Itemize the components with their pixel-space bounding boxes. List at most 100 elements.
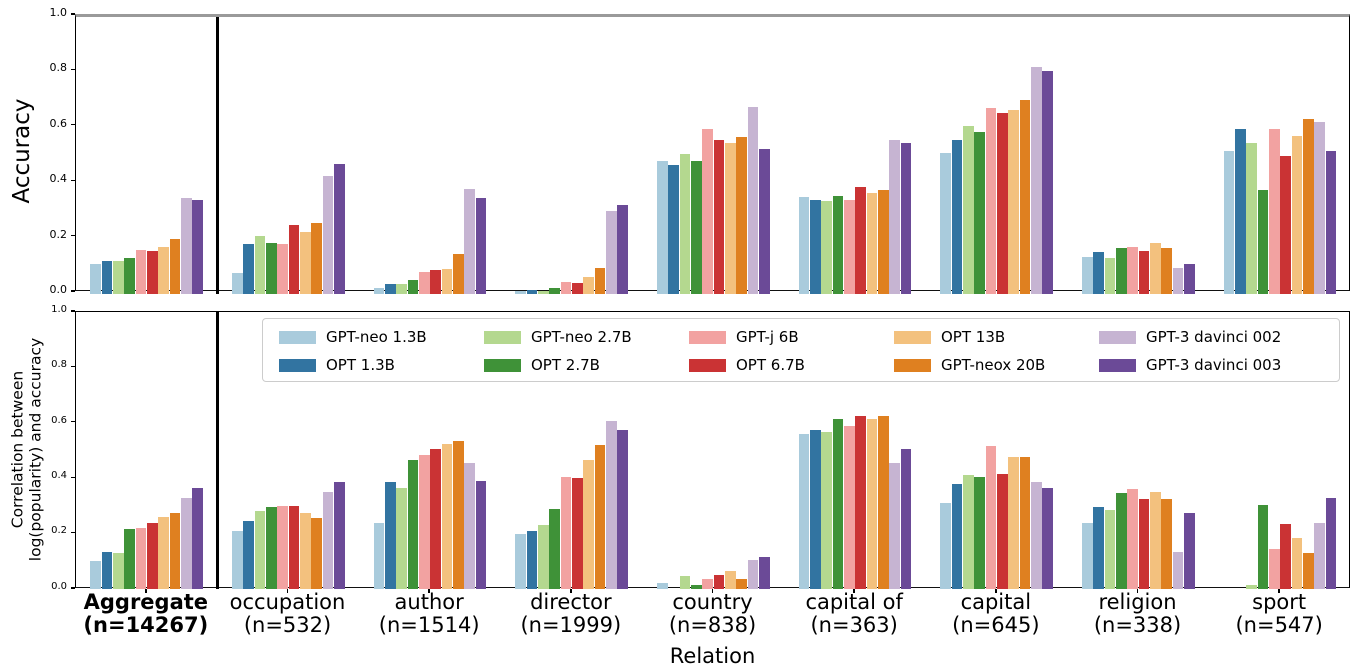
bar — [758, 557, 770, 589]
bar — [464, 462, 475, 589]
bar — [571, 282, 583, 294]
legend-swatch — [1099, 330, 1136, 344]
bar — [877, 190, 889, 294]
bar — [322, 176, 334, 294]
bar — [690, 584, 702, 589]
bar — [169, 512, 181, 589]
bar — [288, 505, 300, 589]
y-tick-mark — [71, 68, 75, 71]
aggregate-separator-line — [216, 17, 219, 294]
y-tick-label: 0.4 — [51, 470, 67, 481]
x-tick-label-count: (n=547) — [1235, 613, 1323, 637]
bar — [1246, 584, 1257, 589]
bar — [900, 143, 912, 294]
x-tick-label-name: Aggregate — [83, 590, 209, 614]
bar — [384, 284, 396, 294]
bar — [690, 161, 702, 294]
y-tick-label: 1.0 — [51, 303, 67, 315]
bar — [288, 224, 300, 294]
bar — [180, 198, 192, 294]
bar — [265, 242, 277, 294]
y-tick-mark — [71, 310, 75, 312]
bar — [418, 271, 430, 294]
bar — [1104, 510, 1116, 589]
legend-swatch — [279, 330, 316, 344]
bar — [452, 440, 464, 589]
bar — [396, 487, 407, 589]
bar — [962, 475, 974, 589]
bar — [322, 492, 334, 589]
legend-item: GPT-j 6B — [689, 328, 799, 346]
bar — [889, 140, 900, 294]
legend-swatch — [1099, 358, 1136, 372]
bar — [798, 433, 810, 589]
y-tick-label: 0.0 — [49, 283, 68, 297]
x-tick-label: sport (n=547) — [1189, 591, 1359, 637]
x-tick-mark — [995, 589, 997, 593]
x-tick-label: capital (n=645) — [906, 591, 1086, 637]
bar — [1149, 242, 1161, 294]
bar — [1081, 256, 1093, 294]
x-axis-label: Relation — [669, 644, 756, 668]
bar — [1183, 263, 1195, 294]
bar — [1115, 248, 1127, 294]
y-tick-label: 0.2 — [51, 525, 67, 537]
bar — [1127, 246, 1138, 294]
bar — [758, 148, 770, 294]
bar — [112, 552, 124, 589]
bar — [843, 425, 855, 589]
bar — [605, 421, 617, 589]
legend-swatch — [894, 330, 931, 344]
bar — [384, 482, 396, 589]
bar — [1268, 548, 1280, 589]
bar — [583, 277, 594, 294]
bar — [1008, 457, 1019, 589]
bar — [135, 528, 147, 589]
legend-item: OPT 1.3B — [279, 356, 395, 374]
x-tick-label-count: (n=14267) — [83, 613, 209, 637]
bar — [985, 446, 997, 589]
bar — [430, 270, 441, 294]
legend-label: OPT 13B — [941, 328, 1006, 346]
x-tick-label-name: capital of — [805, 590, 903, 614]
x-tick-label-name: religion — [1098, 590, 1177, 614]
bar — [866, 192, 878, 294]
bar — [418, 454, 430, 589]
bar — [1030, 482, 1042, 589]
y-tick-mark — [71, 531, 75, 534]
bar — [809, 199, 821, 294]
bar — [679, 154, 691, 294]
bar — [475, 480, 487, 589]
bar — [855, 187, 866, 294]
legend-swatch — [689, 330, 726, 344]
x-tick-label: country (n=838) — [623, 591, 803, 637]
bar — [452, 253, 464, 294]
bar — [515, 533, 526, 589]
bar — [192, 199, 203, 294]
bar — [594, 444, 606, 589]
bar — [441, 269, 453, 294]
bar — [430, 449, 441, 589]
bar — [1314, 522, 1325, 589]
x-tick-label-count: (n=645) — [952, 613, 1040, 637]
y-tick-label: 0.0 — [51, 580, 67, 592]
legend-item: GPT-neox 20B — [894, 356, 1045, 374]
legend-label: GPT-neo 1.3B — [326, 328, 427, 346]
x-tick-mark — [853, 589, 855, 593]
bar — [809, 429, 821, 589]
bar — [974, 476, 985, 589]
bar — [713, 575, 725, 589]
legend-label: GPT-3 davinci 002 — [1146, 328, 1282, 346]
bar — [679, 575, 691, 589]
bar — [1223, 151, 1235, 294]
bar — [1161, 248, 1172, 294]
bar — [396, 284, 407, 294]
bar — [736, 137, 747, 294]
bar — [889, 462, 900, 589]
y-axis-label-accuracy: Accuracy — [9, 98, 35, 204]
legend-item: OPT 6.7B — [689, 356, 805, 374]
bar — [951, 140, 963, 294]
legend-item: GPT-neo 2.7B — [484, 328, 632, 346]
bar — [1019, 100, 1031, 294]
